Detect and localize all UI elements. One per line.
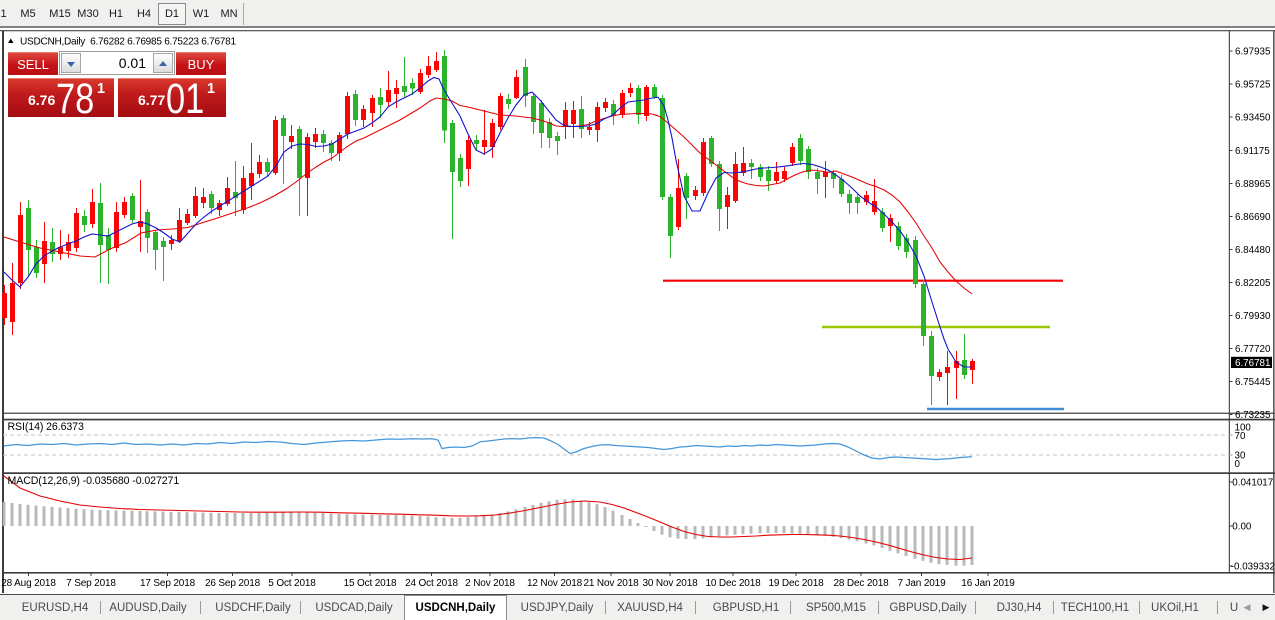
svg-text:6.82205: 6.82205 (1235, 278, 1271, 289)
svg-text:RSI(14) 26.6373: RSI(14) 26.6373 (8, 421, 84, 433)
svg-text:28 Dec 2018: 28 Dec 2018 (833, 578, 889, 589)
svg-text:5 Oct 2018: 5 Oct 2018 (268, 578, 316, 589)
svg-text:6.73235: 6.73235 (1235, 410, 1271, 421)
svg-text:6.75445: 6.75445 (1235, 377, 1271, 388)
svg-text:USDCNH,Daily 6.76282 6.76985: USDCNH,Daily 6.76282 6.76985 6.75223 6.7… (20, 37, 236, 48)
svg-text:6.91175: 6.91175 (1235, 146, 1270, 157)
svg-text:0.00: 0.00 (1232, 522, 1252, 533)
svg-text:21 Nov 2018: 21 Nov 2018 (583, 578, 639, 589)
svg-text:2 Nov 2018: 2 Nov 2018 (465, 578, 515, 589)
svg-text:7 Sep 2018: 7 Sep 2018 (66, 578, 116, 589)
svg-text:-0.039332: -0.039332 (1231, 562, 1275, 573)
svg-text:6.79930: 6.79930 (1235, 311, 1271, 322)
svg-text:6.95725: 6.95725 (1235, 80, 1271, 91)
svg-text:6.88965: 6.88965 (1235, 179, 1271, 190)
svg-text:MACD(12,26,9) -0.035680 -0.027: MACD(12,26,9) -0.035680 -0.027271 (8, 475, 180, 487)
svg-text:26 Sep 2018: 26 Sep 2018 (205, 578, 261, 589)
svg-text:7 Jan 2019: 7 Jan 2019 (898, 578, 947, 589)
svg-text:6.84480: 6.84480 (1235, 245, 1271, 256)
svg-text:30: 30 (1235, 451, 1246, 462)
svg-text:19 Dec 2018: 19 Dec 2018 (768, 578, 824, 589)
svg-text:16 Jan 2019: 16 Jan 2019 (961, 578, 1015, 589)
svg-text:12 Nov 2018: 12 Nov 2018 (527, 578, 583, 589)
svg-text:28 Aug 2018: 28 Aug 2018 (1, 578, 56, 589)
svg-text:17 Sep 2018: 17 Sep 2018 (140, 578, 196, 589)
svg-text:24 Oct 2018: 24 Oct 2018 (405, 578, 458, 589)
svg-text:100: 100 (1235, 423, 1252, 434)
svg-text:6.86690: 6.86690 (1235, 212, 1271, 223)
svg-text:10 Dec 2018: 10 Dec 2018 (705, 578, 761, 589)
svg-text:6.76781: 6.76781 (1235, 358, 1270, 369)
svg-text:70: 70 (1235, 431, 1246, 442)
svg-text:15 Oct 2018: 15 Oct 2018 (344, 578, 397, 589)
svg-text:6.97935: 6.97935 (1235, 47, 1271, 58)
svg-text:6.93450: 6.93450 (1235, 113, 1271, 124)
svg-text:0: 0 (1235, 459, 1241, 470)
svg-text:0.041017: 0.041017 (1232, 478, 1273, 489)
svg-text:30 Nov 2018: 30 Nov 2018 (642, 578, 698, 589)
svg-text:6.77720: 6.77720 (1235, 344, 1271, 355)
